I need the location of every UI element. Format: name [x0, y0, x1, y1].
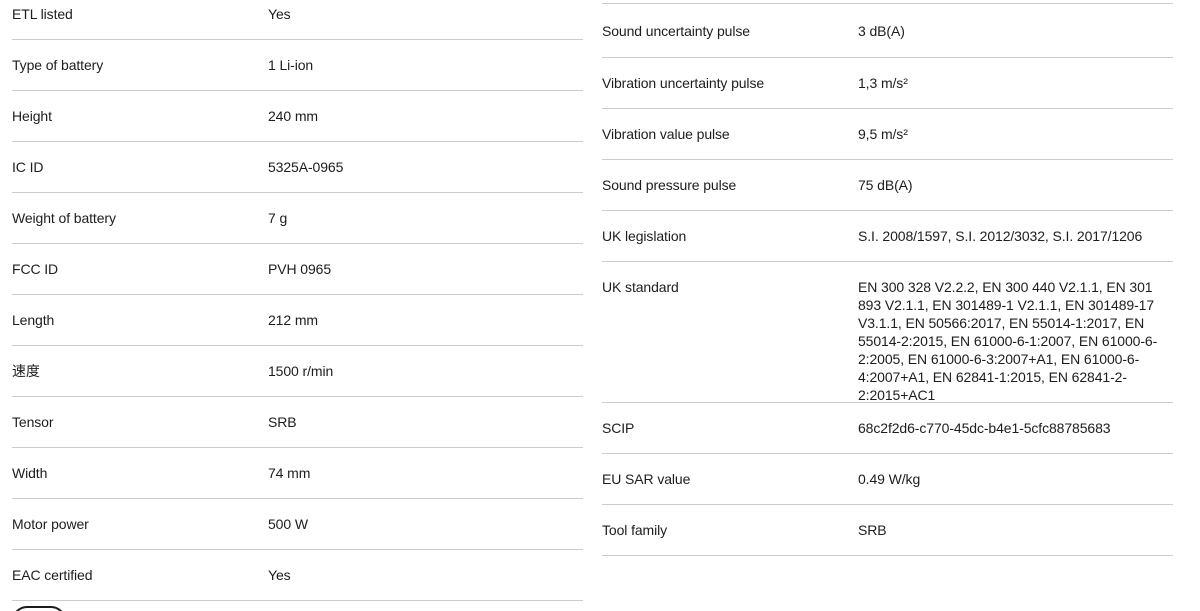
spec-label: Weight of battery — [12, 210, 116, 226]
spec-value: 500 W — [268, 516, 308, 532]
spec-value: SRB — [268, 414, 297, 430]
spec-label: SCIP — [602, 420, 635, 436]
spec-label: Type of battery — [12, 57, 104, 73]
spec-value: Yes — [268, 6, 291, 22]
spec-table-left: ETL listed Yes Type of battery 1 Li-ion … — [12, 0, 583, 601]
spec-row: UK standard EN 300 328 V2.2.2, EN 300 44… — [602, 262, 1173, 403]
spec-value: 240 mm — [268, 108, 318, 124]
spec-label: Height — [12, 108, 52, 124]
spec-value: 9,5 m/s² — [858, 126, 908, 142]
spec-label: Tool family — [602, 522, 668, 538]
spec-row: Tool family SRB — [602, 505, 1173, 556]
spec-row: UK legislation S.I. 2008/1597, S.I. 2012… — [602, 211, 1173, 262]
spec-label: Tensor — [12, 414, 54, 430]
spec-row: Sound pressure pulse 75 dB(A) — [602, 160, 1173, 211]
spec-label: EAC certified — [12, 567, 93, 583]
spec-value: 74 mm — [268, 465, 311, 481]
spec-row: FCC ID PVH 0965 — [12, 244, 583, 295]
spec-row: IC ID 5325A-0965 — [12, 142, 583, 193]
spec-value: EN 300 328 V2.2.2, EN 300 440 V2.1.1, EN… — [858, 279, 1158, 403]
spec-row: Vibration value pulse 9,5 m/s² — [602, 109, 1173, 160]
spec-row: ETL listed Yes — [12, 0, 583, 40]
spec-label: Sound uncertainty pulse — [602, 22, 750, 39]
spec-label: Vibration value pulse — [602, 126, 730, 142]
spec-label: Sound pressure pulse — [602, 177, 737, 193]
spec-value: PVH 0965 — [268, 261, 332, 277]
spec-label: UK legislation — [602, 228, 687, 244]
spec-row: Weight of battery 7 g — [12, 193, 583, 244]
spec-value: 0.49 W/kg — [858, 471, 921, 487]
spec-label: UK standard — [602, 279, 679, 295]
spec-label: 速度 — [12, 363, 40, 379]
spec-label: Motor power — [12, 516, 89, 532]
partially-visible-button[interactable] — [12, 606, 66, 611]
spec-value: 3 dB(A) — [858, 22, 905, 39]
spec-label: IC ID — [12, 159, 44, 175]
spec-row: Type of battery 1 Li-ion — [12, 40, 583, 91]
spec-row: Vibration uncertainty pulse 1,3 m/s² — [602, 58, 1173, 109]
spec-row: Height 240 mm — [12, 91, 583, 142]
spec-row: Tensor SRB — [12, 397, 583, 448]
spec-value: 7 g — [268, 210, 288, 226]
spec-value: 75 dB(A) — [858, 177, 913, 193]
spec-row: Length 212 mm — [12, 295, 583, 346]
spec-row: 速度 1500 r/min — [12, 346, 583, 397]
spec-value: 68c2f2d6-c770-45dc-b4e1-5cfc88785683 — [858, 420, 1111, 436]
spec-table-right: Sound uncertainty pulse 3 dB(A) Vibratio… — [602, 3, 1173, 556]
spec-row: Width 74 mm — [12, 448, 583, 499]
spec-value: 5325A-0965 — [268, 159, 344, 175]
spec-value: SRB — [858, 522, 887, 538]
spec-row: SCIP 68c2f2d6-c770-45dc-b4e1-5cfc8878568… — [602, 403, 1173, 454]
spec-label: Length — [12, 312, 55, 328]
spec-value: 1500 r/min — [268, 363, 334, 379]
spec-label: EU SAR value — [602, 471, 691, 487]
spec-label: ETL listed — [12, 6, 73, 22]
spec-label: Vibration uncertainty pulse — [602, 75, 765, 91]
spec-value: 212 mm — [268, 312, 318, 328]
spec-value: 1,3 m/s² — [858, 75, 908, 91]
spec-value: Yes — [268, 567, 291, 583]
spec-label: Width — [12, 465, 48, 481]
spec-value: S.I. 2008/1597, S.I. 2012/3032, S.I. 201… — [858, 228, 1143, 244]
spec-value: 1 Li-ion — [268, 57, 314, 73]
spec-row: Sound uncertainty pulse 3 dB(A) — [602, 4, 1173, 58]
spec-row: EU SAR value 0.49 W/kg — [602, 454, 1173, 505]
spec-row: Motor power 500 W — [12, 499, 583, 550]
spec-label: FCC ID — [12, 261, 59, 277]
spec-row: EAC certified Yes — [12, 550, 583, 601]
